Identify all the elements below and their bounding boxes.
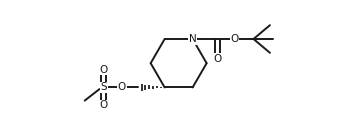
- Text: O: O: [213, 54, 222, 64]
- Text: S: S: [101, 82, 107, 92]
- Text: O: O: [100, 100, 108, 110]
- Text: N: N: [189, 34, 196, 44]
- Text: O: O: [230, 34, 239, 44]
- Text: O: O: [118, 82, 126, 92]
- Text: O: O: [100, 65, 108, 75]
